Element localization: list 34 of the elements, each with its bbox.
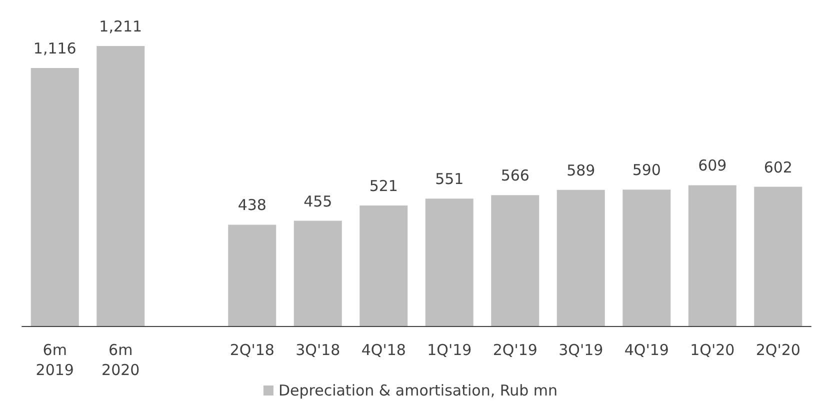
bar bbox=[425, 198, 474, 326]
x-tick-label: 6m 2019 bbox=[36, 341, 74, 379]
x-tick-label: 1Q'20 bbox=[690, 341, 735, 359]
data-label: 1,116 bbox=[33, 39, 76, 58]
x-tick-label: 1Q'19 bbox=[427, 341, 472, 359]
x-tick-label: 3Q'18 bbox=[296, 341, 340, 359]
x-tick-label: 2Q'20 bbox=[756, 341, 800, 359]
legend-label: Depreciation & amortisation, Rub mn bbox=[278, 382, 558, 400]
bar bbox=[360, 206, 408, 326]
bar bbox=[228, 224, 276, 326]
x-tick-label: 2Q'19 bbox=[492, 341, 538, 359]
x-tick-label: 4Q'19 bbox=[624, 341, 669, 359]
bar bbox=[556, 190, 605, 326]
x-tick-label: 6m 2020 bbox=[102, 341, 140, 379]
bar bbox=[754, 186, 802, 326]
data-label: 590 bbox=[632, 161, 661, 180]
bar bbox=[30, 68, 79, 326]
data-label: 609 bbox=[698, 156, 727, 175]
bar bbox=[622, 190, 671, 326]
data-label: 455 bbox=[304, 192, 332, 210]
data-label: 1,211 bbox=[99, 18, 142, 36]
data-label: 551 bbox=[435, 170, 464, 188]
x-tick-label: 2Q'18 bbox=[230, 341, 274, 359]
x-tick-label: 3Q'19 bbox=[558, 341, 604, 359]
bar bbox=[294, 220, 342, 326]
data-label: 438 bbox=[238, 196, 266, 214]
bar bbox=[688, 185, 736, 326]
data-label: 521 bbox=[369, 177, 398, 196]
x-tick-label: 4Q'18 bbox=[361, 341, 406, 359]
data-label: 566 bbox=[500, 166, 530, 185]
bar bbox=[96, 46, 145, 326]
data-label: 602 bbox=[764, 158, 792, 176]
data-label: 589 bbox=[566, 161, 596, 180]
bar bbox=[491, 195, 540, 326]
